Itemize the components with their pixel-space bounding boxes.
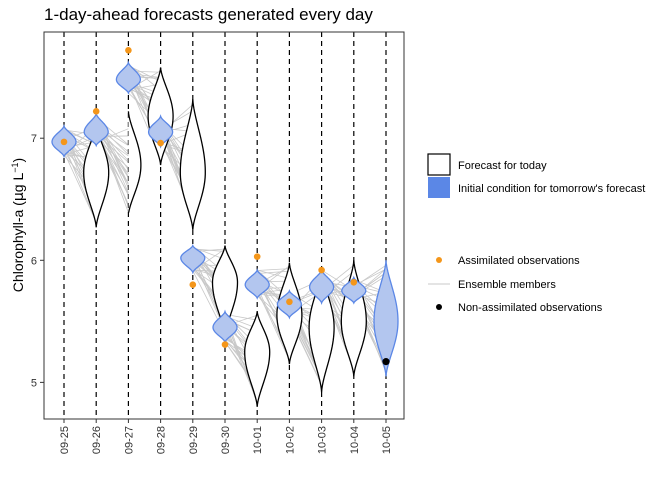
legend-key-non-assimilated: [436, 304, 442, 310]
forecast-violin: [127, 111, 142, 213]
initial-condition-violin: [83, 111, 109, 148]
ensemble-member-line: [257, 269, 290, 279]
non-assimilated-observation-point: [382, 358, 390, 366]
x-tick-label: 10-05: [381, 426, 393, 454]
x-tick-label: 10-02: [284, 426, 296, 454]
y-axis-label: Chlorophyll-a (μg L−1): [10, 158, 27, 292]
violins: [51, 60, 399, 407]
date-dashed-lines: [63, 32, 387, 419]
forecast-violin: [244, 311, 271, 407]
assimilated-observation-point: [157, 139, 164, 147]
forecast-violin: [179, 99, 206, 230]
ensemble-member-line: [257, 268, 290, 271]
y-axis-label-exp: −1: [10, 162, 20, 172]
x-tick-label: 10-03: [317, 426, 329, 454]
plot-panel-border: [43, 31, 405, 420]
observation-points: [60, 47, 390, 366]
assimilated-observation-point: [125, 47, 132, 54]
initial-condition-violin: [180, 244, 206, 275]
assimilated-observation-point: [60, 138, 68, 146]
ensemble-member-line: [128, 65, 161, 82]
y-axis-label-close: ): [10, 158, 26, 163]
ensemble-member-line: [63, 151, 97, 223]
legend-label-forecast: Forecast for today: [458, 160, 547, 172]
initial-condition-violin: [147, 114, 174, 149]
initial-condition-violin: [341, 275, 367, 305]
assimilated-observation-point: [318, 266, 325, 274]
y-tick-label: 6: [31, 255, 37, 267]
initial-condition-violin: [115, 60, 142, 95]
legend-key-assimilated: [436, 257, 442, 263]
ensemble-member-line: [192, 247, 226, 260]
initial-condition-violin: [373, 260, 399, 377]
x-tick-label: 09-25: [59, 426, 71, 454]
forecast-violin: [83, 123, 110, 228]
ensemble-member-line: [257, 270, 290, 274]
legend: Forecast for today Initial condition for…: [427, 153, 645, 314]
assimilated-observation-point: [221, 341, 229, 348]
legend-label-non-assimilated: Non-assimilated observations: [458, 302, 603, 314]
y-axis-label-mu: μ: [11, 192, 27, 201]
x-tick-label: 10-04: [349, 426, 361, 454]
y-axis-label-main: Chlorophyll-a (: [10, 201, 26, 292]
y-tick-label: 5: [31, 377, 37, 389]
ensemble-member-line: [63, 144, 97, 222]
assimilated-observation-point: [253, 253, 261, 260]
legend-key-initial-condition: [428, 177, 450, 198]
x-tick-label: 09-30: [220, 426, 232, 454]
legend-label-assimilated: Assimilated observations: [458, 255, 580, 267]
x-tick-label: 09-29: [188, 426, 200, 454]
y-tick-label: 7: [31, 133, 37, 145]
initial-condition-violin: [308, 267, 335, 306]
x-axis: 09-25 09-26 09-27 09-28 09-29 09-30 10-01 10-02…: [59, 419, 393, 454]
chart-title: 1-day-ahead forecasts generated every da…: [44, 5, 373, 24]
x-tick-label: 10-01: [252, 426, 264, 454]
forecast-violin: [308, 269, 335, 393]
legend-key-forecast: [427, 153, 451, 176]
assimilated-observation-point: [189, 281, 197, 289]
legend-label-ensemble: Ensemble members: [458, 279, 556, 291]
initial-condition-violin: [244, 268, 270, 300]
y-axis-label-unit: g L: [10, 173, 26, 193]
legend-label-initial-condition: Initial condition for tomorrow's forecas…: [458, 183, 645, 195]
x-tick-label: 09-27: [123, 426, 135, 454]
y-axis: 5 6 7: [31, 133, 44, 389]
x-tick-label: 09-28: [156, 426, 168, 454]
assimilated-observation-point: [286, 298, 293, 306]
x-tick-label: 09-26: [91, 426, 103, 454]
assimilated-observation-point: [92, 108, 100, 115]
assimilated-observation-point: [350, 278, 358, 286]
